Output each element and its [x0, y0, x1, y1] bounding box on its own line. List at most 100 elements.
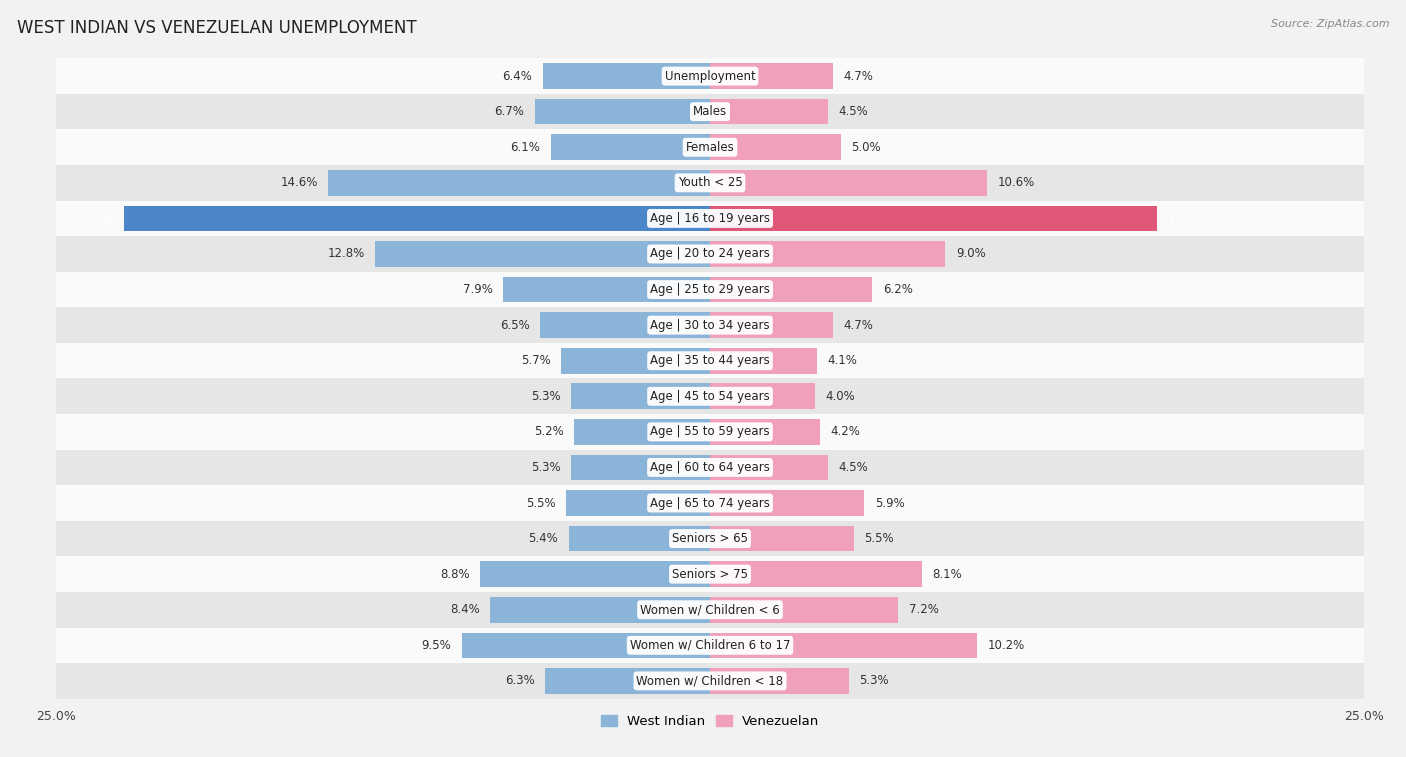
Bar — [561, 348, 710, 373]
Bar — [56, 378, 1364, 414]
Text: WEST INDIAN VS VENEZUELAN UNEMPLOYMENT: WEST INDIAN VS VENEZUELAN UNEMPLOYMENT — [17, 19, 416, 37]
Bar — [574, 419, 710, 444]
Bar — [56, 129, 1364, 165]
Text: 5.0%: 5.0% — [851, 141, 882, 154]
Bar — [710, 99, 828, 124]
Text: Youth < 25: Youth < 25 — [678, 176, 742, 189]
Text: 5.4%: 5.4% — [529, 532, 558, 545]
Bar — [710, 597, 898, 622]
Text: Females: Females — [686, 141, 734, 154]
Text: 7.9%: 7.9% — [463, 283, 494, 296]
Text: 10.2%: 10.2% — [987, 639, 1025, 652]
Text: 6.7%: 6.7% — [495, 105, 524, 118]
Bar — [710, 313, 832, 338]
Bar — [710, 419, 820, 444]
Text: Age | 60 to 64 years: Age | 60 to 64 years — [650, 461, 770, 474]
Text: 5.5%: 5.5% — [526, 497, 555, 509]
Bar — [710, 135, 841, 160]
Text: 4.0%: 4.0% — [825, 390, 855, 403]
Text: 9.5%: 9.5% — [422, 639, 451, 652]
Text: 6.2%: 6.2% — [883, 283, 912, 296]
Bar — [710, 668, 849, 693]
Bar — [571, 455, 710, 480]
Text: 10.6%: 10.6% — [998, 176, 1035, 189]
Bar — [56, 165, 1364, 201]
Text: 14.6%: 14.6% — [280, 176, 318, 189]
Text: Age | 35 to 44 years: Age | 35 to 44 years — [650, 354, 770, 367]
Bar — [710, 277, 872, 302]
Bar — [710, 526, 853, 551]
Bar — [56, 485, 1364, 521]
Text: Age | 16 to 19 years: Age | 16 to 19 years — [650, 212, 770, 225]
Bar — [540, 313, 710, 338]
Bar — [567, 491, 710, 516]
Bar — [710, 64, 832, 89]
Bar — [56, 94, 1364, 129]
Bar — [710, 562, 922, 587]
Bar — [534, 99, 710, 124]
Text: 5.5%: 5.5% — [865, 532, 894, 545]
Bar — [491, 597, 710, 622]
Bar — [551, 135, 710, 160]
Bar — [710, 491, 865, 516]
Text: 5.2%: 5.2% — [534, 425, 564, 438]
Text: Age | 45 to 54 years: Age | 45 to 54 years — [650, 390, 770, 403]
Bar — [546, 668, 710, 693]
Text: Source: ZipAtlas.com: Source: ZipAtlas.com — [1271, 19, 1389, 29]
Bar — [56, 414, 1364, 450]
Bar — [710, 633, 977, 658]
Text: 5.3%: 5.3% — [531, 461, 561, 474]
Text: 4.7%: 4.7% — [844, 319, 873, 332]
Bar — [56, 272, 1364, 307]
Text: 4.7%: 4.7% — [844, 70, 873, 83]
Text: 12.8%: 12.8% — [328, 248, 364, 260]
Text: 5.3%: 5.3% — [859, 674, 889, 687]
Text: 5.7%: 5.7% — [520, 354, 551, 367]
Text: 4.2%: 4.2% — [831, 425, 860, 438]
Legend: West Indian, Venezuelan: West Indian, Venezuelan — [595, 709, 825, 734]
Bar — [56, 663, 1364, 699]
Bar — [710, 455, 828, 480]
Text: 4.5%: 4.5% — [838, 105, 868, 118]
Text: Women w/ Children 6 to 17: Women w/ Children 6 to 17 — [630, 639, 790, 652]
Text: Seniors > 65: Seniors > 65 — [672, 532, 748, 545]
Bar — [56, 343, 1364, 378]
Bar — [56, 307, 1364, 343]
Bar — [503, 277, 710, 302]
Text: 8.8%: 8.8% — [440, 568, 470, 581]
Bar — [710, 170, 987, 195]
Bar — [56, 236, 1364, 272]
Bar — [479, 562, 710, 587]
Text: Women w/ Children < 18: Women w/ Children < 18 — [637, 674, 783, 687]
Text: Age | 30 to 34 years: Age | 30 to 34 years — [650, 319, 770, 332]
Bar — [571, 384, 710, 409]
Text: Women w/ Children < 6: Women w/ Children < 6 — [640, 603, 780, 616]
Text: Age | 65 to 74 years: Age | 65 to 74 years — [650, 497, 770, 509]
Text: Unemployment: Unemployment — [665, 70, 755, 83]
Bar — [461, 633, 710, 658]
Bar — [328, 170, 710, 195]
Bar — [710, 348, 817, 373]
Text: 8.4%: 8.4% — [450, 603, 479, 616]
Text: Age | 55 to 59 years: Age | 55 to 59 years — [650, 425, 770, 438]
Bar — [56, 58, 1364, 94]
Bar — [710, 384, 814, 409]
Text: Age | 20 to 24 years: Age | 20 to 24 years — [650, 248, 770, 260]
Bar — [56, 556, 1364, 592]
Text: 6.5%: 6.5% — [501, 319, 530, 332]
Text: 6.3%: 6.3% — [505, 674, 534, 687]
Text: 6.1%: 6.1% — [510, 141, 540, 154]
Bar — [56, 628, 1364, 663]
Text: 5.3%: 5.3% — [531, 390, 561, 403]
Bar — [710, 206, 1157, 231]
Bar — [543, 64, 710, 89]
Bar — [56, 201, 1364, 236]
Bar — [56, 592, 1364, 628]
Bar — [56, 521, 1364, 556]
Text: 5.9%: 5.9% — [875, 497, 904, 509]
Text: 9.0%: 9.0% — [956, 248, 986, 260]
Text: 7.2%: 7.2% — [908, 603, 939, 616]
Text: Seniors > 75: Seniors > 75 — [672, 568, 748, 581]
Text: Males: Males — [693, 105, 727, 118]
Text: 17.1%: 17.1% — [1167, 212, 1205, 225]
